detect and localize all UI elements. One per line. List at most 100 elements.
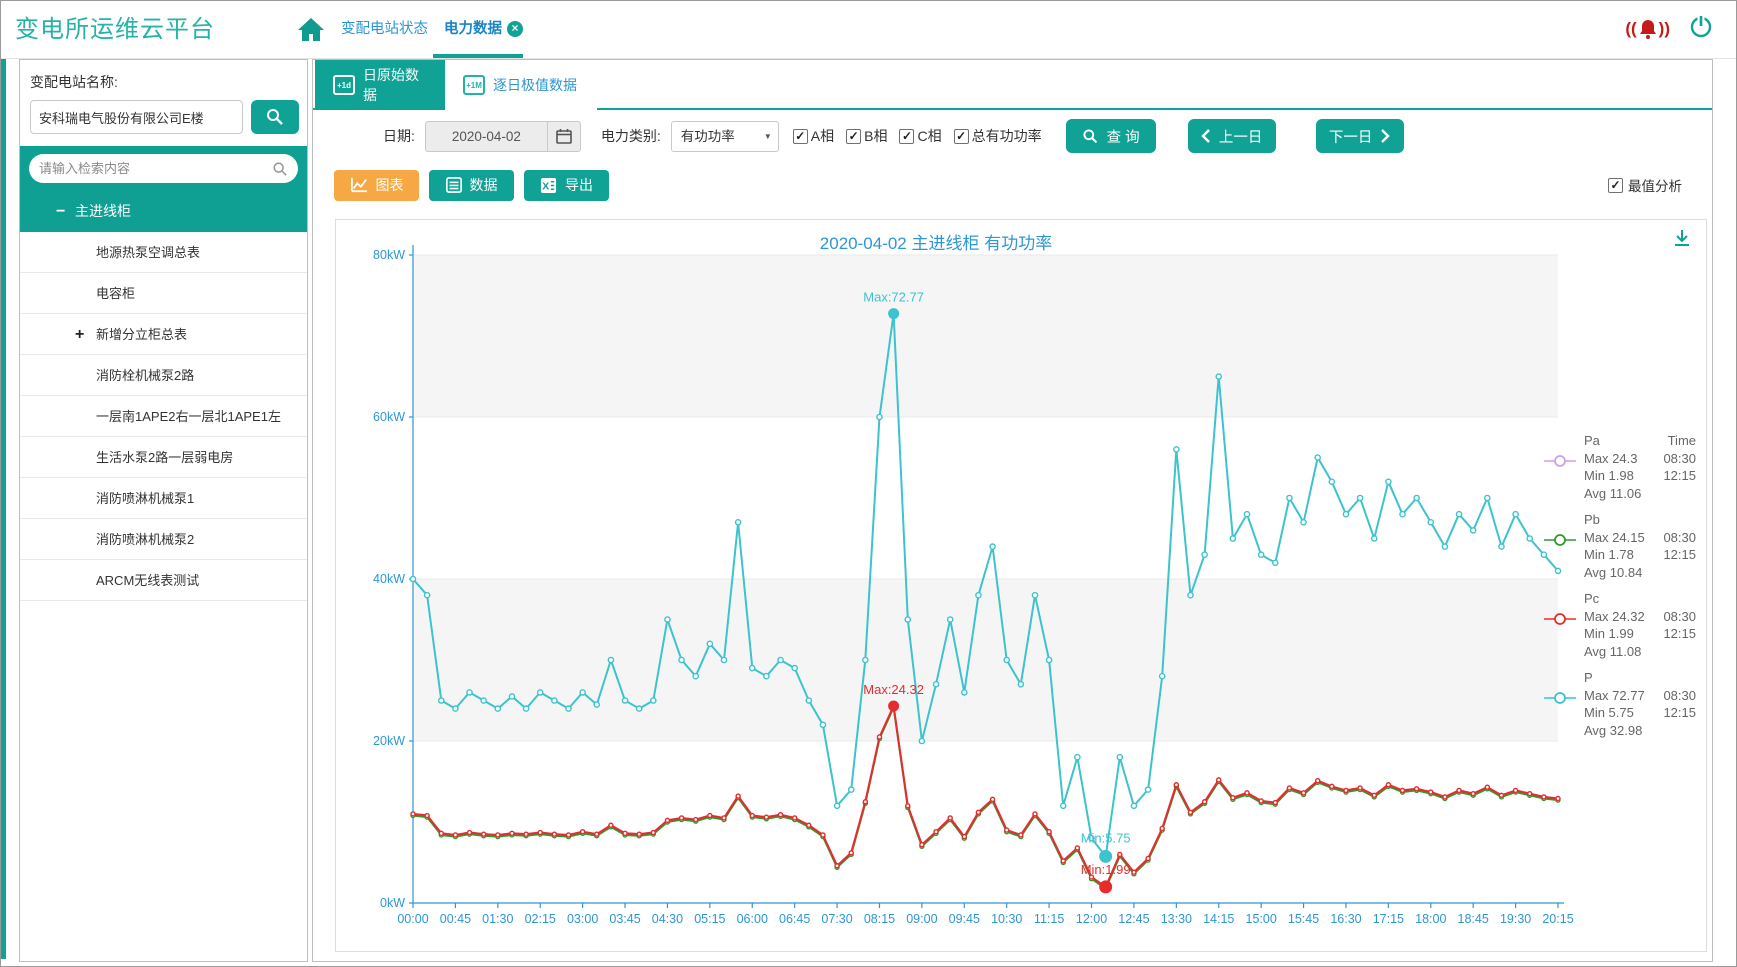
- checkbox-0[interactable]: ✓ A相: [792, 126, 835, 146]
- active-tab-underline: [433, 54, 523, 58]
- tree-item-9[interactable]: ARCM无线表测试: [20, 560, 307, 601]
- calendar-day-icon: +1d: [333, 75, 355, 95]
- next-day-label: 下一日: [1328, 129, 1373, 146]
- tree-item-label: 消防喷淋机械泵1: [96, 491, 195, 506]
- device-tree: − 主进线柜 地源热泵空调总表电容柜 + 新增分立柜总表 消防栓机械泵2路 一层南1APE2…: [20, 191, 307, 601]
- legend-entry-P[interactable]: P Max 72.77 08:30 Min 5.75 12:15 Avg 32.98: [1544, 669, 1696, 739]
- date-label: 日期:: [383, 128, 415, 144]
- max-analysis-checkbox[interactable]: ✓ 最值分析: [1608, 175, 1682, 195]
- query-button[interactable]: 查 询: [1065, 119, 1156, 153]
- checkbox-2[interactable]: ✓ C相: [899, 126, 942, 146]
- chart-view-button[interactable]: 图表: [334, 169, 419, 201]
- station-name-input[interactable]: [30, 100, 243, 134]
- svg-text:18:00: 18:00: [1415, 912, 1446, 926]
- data-view-button[interactable]: 数据: [429, 169, 514, 201]
- export-button[interactable]: X 导出: [524, 169, 609, 201]
- svg-text:19:30: 19:30: [1500, 912, 1531, 926]
- tree-item-2[interactable]: 电容柜: [20, 273, 307, 314]
- filter-bar: 日期: 2020-04-02 电力类别: 有功功率 ▼ ✓ A相 ✓ B相 ✓ C相 ✓ 总有…: [313, 110, 1712, 162]
- power-category-select[interactable]: 有功功率 ▼: [670, 120, 779, 152]
- checkbox-3[interactable]: ✓ 总有功功率: [953, 126, 1042, 146]
- station-search-button[interactable]: [251, 100, 299, 134]
- download-icon[interactable]: [1672, 228, 1692, 253]
- tree-item-8[interactable]: 消防喷淋机械泵2: [20, 519, 307, 560]
- checkbox-label: A相: [810, 128, 835, 144]
- power-line-chart[interactable]: 0kW 20kW 40kW 60kW 80kW 00:00 00:45 01:30 02:15 0…: [336, 220, 1706, 951]
- svg-text:20:15: 20:15: [1542, 912, 1573, 926]
- category-label: 电力类别:: [600, 128, 661, 144]
- left-accent-bar: [1, 9, 6, 959]
- legend-series-name: Pb: [1584, 512, 1600, 527]
- plus-icon[interactable]: +: [75, 326, 85, 343]
- subtab-daily-raw-data[interactable]: +1d 日原始数据: [315, 60, 445, 110]
- svg-text:01:30: 01:30: [482, 912, 513, 926]
- legend-series-name: P: [1584, 670, 1593, 685]
- calendar-picker-button[interactable]: [546, 120, 581, 152]
- phase-checkbox-group: ✓ A相 ✓ B相 ✓ C相 ✓ 总有功功率: [792, 126, 1042, 146]
- search-icon: [273, 161, 287, 176]
- next-day-button[interactable]: 下一日: [1315, 119, 1404, 153]
- svg-text:11:15: 11:15: [1034, 912, 1064, 926]
- svg-text:06:00: 06:00: [737, 912, 768, 926]
- legend-entry-Pb[interactable]: Pb Max 24.15 08:30 Min 1.78 12:15 Avg 10.84: [1544, 511, 1696, 581]
- tree-item-3[interactable]: + 新增分立柜总表: [20, 314, 307, 355]
- legend-avg-row: Avg 11.06: [1584, 485, 1642, 501]
- nav-tab-power-data[interactable]: 电力数据 ×: [444, 1, 523, 57]
- main-panel: +1d 日原始数据 +1M 逐日极值数据 日期: 2020-04-02 电力类别…: [312, 59, 1713, 962]
- minus-icon[interactable]: −: [56, 203, 66, 220]
- legend-marker-icon: [1544, 511, 1576, 581]
- tree-item-1[interactable]: 地源热泵空调总表: [20, 232, 307, 273]
- app-title: 变电所运维云平台: [15, 16, 215, 43]
- data-view-label: 数据: [469, 177, 498, 193]
- svg-text:09:00: 09:00: [906, 912, 937, 926]
- tree-item-0[interactable]: − 主进线柜: [20, 191, 307, 232]
- tree-item-5[interactable]: 一层南1APE2右一层北1APE1左: [20, 396, 307, 437]
- line-chart-icon: [350, 177, 367, 193]
- annotation-Min:5.75: Min:5.75: [1081, 830, 1131, 845]
- checkbox-1[interactable]: ✓ B相: [846, 126, 887, 146]
- nav-tab-station-status[interactable]: 变配电站状态: [341, 1, 428, 57]
- nav-tab-label: 电力数据: [444, 21, 502, 37]
- svg-text:15:45: 15:45: [1288, 912, 1319, 926]
- chevron-left-icon: [1201, 129, 1210, 143]
- tree-item-7[interactable]: 消防喷淋机械泵1: [20, 478, 307, 519]
- tree-search-input[interactable]: [39, 161, 272, 176]
- legend-entry-Pc[interactable]: Pc Max 24.32 08:30 Min 1.99 12:15 Avg 11.08: [1544, 590, 1696, 660]
- sound-wave-left: ((: [1625, 18, 1637, 38]
- legend-max-row: Max 24.32 08:30: [1584, 608, 1696, 624]
- tree-item-6[interactable]: 生活水泵2路一层弱电房: [20, 437, 307, 478]
- svg-text:13:30: 13:30: [1161, 912, 1192, 926]
- excel-icon: X: [540, 177, 557, 193]
- select-value: 有功功率: [680, 128, 735, 144]
- legend-marker-icon: [1544, 590, 1576, 660]
- alarm-bell-icon[interactable]: (( )): [1625, 18, 1670, 40]
- previous-day-button[interactable]: 上一日: [1187, 119, 1276, 153]
- svg-text:80kW: 80kW: [373, 248, 405, 262]
- sound-wave-right: )): [1658, 18, 1670, 38]
- checkbox-icon: ✓: [899, 128, 915, 144]
- subtab-daily-extreme-data[interactable]: +1M 逐日极值数据: [445, 60, 597, 110]
- checkbox-label: B相: [864, 128, 888, 144]
- svg-text:04:30: 04:30: [652, 912, 683, 926]
- svg-text:03:45: 03:45: [609, 912, 640, 926]
- legend-series-name: Pc: [1584, 591, 1600, 606]
- station-name-label: 变配电站名称:: [30, 74, 118, 90]
- date-input[interactable]: 2020-04-02: [424, 120, 547, 152]
- previous-day-label: 上一日: [1218, 129, 1263, 146]
- search-icon: [1083, 128, 1097, 143]
- home-icon[interactable]: [297, 17, 325, 43]
- close-icon[interactable]: ×: [507, 21, 523, 37]
- tree-item-label: 电容柜: [96, 286, 136, 301]
- tree-item-4[interactable]: 消防栓机械泵2路: [20, 355, 307, 396]
- svg-text:40kW: 40kW: [373, 572, 405, 586]
- power-icon[interactable]: [1688, 13, 1714, 44]
- checkbox-icon: ✓: [953, 128, 969, 144]
- svg-text:05:15: 05:15: [694, 912, 725, 926]
- legend-avg-row: Avg 32.98: [1584, 722, 1643, 738]
- svg-text:12:00: 12:00: [1076, 912, 1107, 926]
- legend-entry-Pa[interactable]: Pa Time Max 24.3 08:30 Min 1.98 12:15 Avg 11.0…: [1544, 432, 1696, 502]
- legend-marker-icon: [1544, 432, 1576, 502]
- legend-min-row: Min 5.75 12:15: [1584, 705, 1696, 720]
